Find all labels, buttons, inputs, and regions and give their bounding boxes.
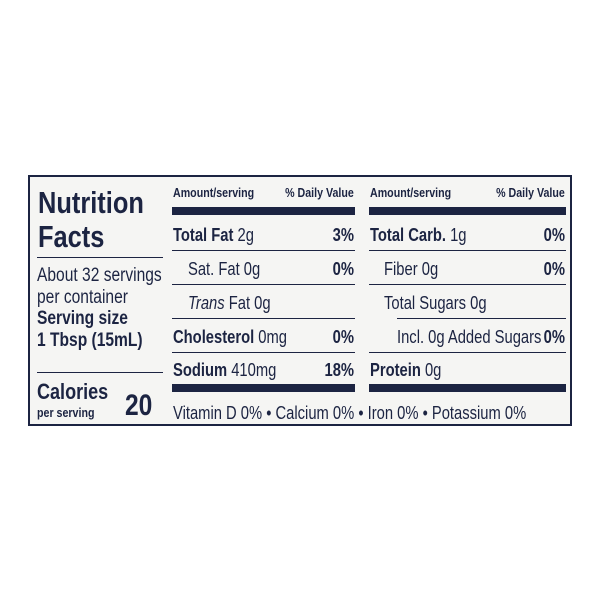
thick-bar	[369, 384, 566, 392]
dv-cholesterol: 0%	[332, 327, 354, 347]
serving-size-label: Serving size	[37, 308, 128, 329]
dv-total-fat: 3%	[332, 225, 354, 245]
row-sat-fat: Sat. Fat 0g	[188, 259, 261, 279]
row-protein: Protein 0g	[370, 360, 442, 380]
divider	[172, 284, 355, 285]
header-amount-2: Amount/serving	[370, 185, 452, 200]
row-trans-fat: Trans Fat 0g	[188, 293, 271, 313]
divider	[37, 372, 163, 373]
dv-added-sugars: 0%	[543, 327, 565, 347]
divider	[369, 284, 566, 285]
header-dv: % Daily Value	[285, 185, 354, 200]
nutrition-facts-label: Nutrition Facts About 32 servings per co…	[28, 175, 572, 426]
dv-fiber: 0%	[543, 259, 565, 279]
row-fiber: Fiber 0g	[384, 259, 439, 279]
servings-line1: About 32 servings	[37, 265, 162, 286]
dv-sodium: 18%	[324, 360, 354, 380]
title-nutrition: Nutrition	[38, 185, 144, 220]
divider	[369, 352, 566, 353]
serving-size-value: 1 Tbsp (15mL)	[37, 330, 143, 351]
row-cholesterol: Cholesterol 0mg	[173, 327, 288, 347]
divider	[369, 250, 566, 251]
row-total-sugars: Total Sugars 0g	[384, 293, 487, 313]
vitamins-row: Vitamin D 0% • Calcium 0% • Iron 0% • Po…	[173, 403, 527, 423]
servings-line2: per container	[37, 287, 128, 308]
header-dv-2: % Daily Value	[496, 185, 565, 200]
title-facts: Facts	[38, 219, 105, 254]
calories-label: Calories	[37, 379, 109, 404]
row-total-fat: Total Fat 2g	[173, 225, 254, 245]
thick-bar	[369, 207, 566, 215]
row-total-carb: Total Carb. 1g	[370, 225, 467, 245]
header-amount: Amount/serving	[173, 185, 255, 200]
calories-sub: per serving	[37, 405, 95, 420]
divider	[397, 318, 566, 319]
divider	[172, 318, 355, 319]
dv-total-carb: 0%	[543, 225, 565, 245]
row-added-sugars: Incl. 0g Added Sugars	[397, 327, 542, 347]
divider	[172, 352, 355, 353]
thick-bar	[172, 384, 355, 392]
dv-sat-fat: 0%	[332, 259, 354, 279]
row-sodium: Sodium 410mg	[173, 360, 277, 380]
divider	[172, 250, 355, 251]
thick-bar	[172, 207, 355, 215]
calories-value: 20	[125, 389, 153, 422]
divider	[37, 257, 163, 258]
